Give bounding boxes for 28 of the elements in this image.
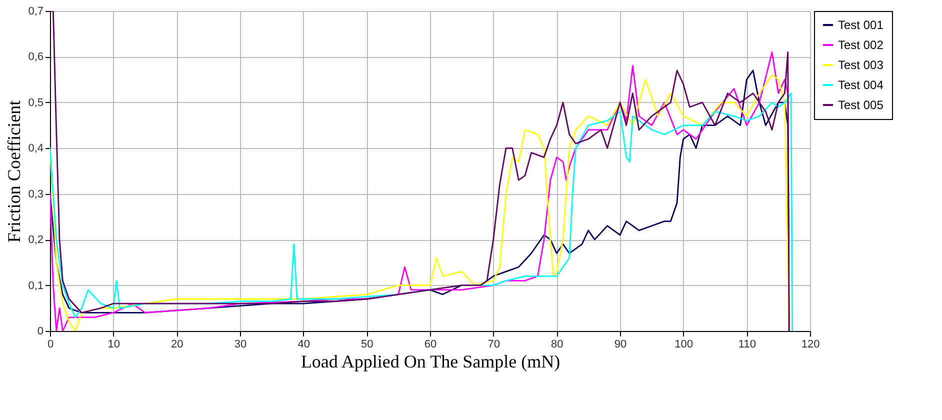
x-tick-label: 30: [234, 338, 247, 350]
y-tick-label: 0,1: [28, 280, 44, 292]
x-tick-label: 120: [801, 338, 820, 350]
y-tick-label: 0,6: [28, 51, 44, 64]
legend-label: Test 002: [838, 38, 884, 52]
y-tick-label: 0,7: [28, 6, 44, 18]
y-axis-title: Friction Coefficient: [4, 100, 24, 243]
y-tick-label: 0,3: [28, 188, 44, 200]
x-tick-label: 10: [108, 338, 120, 350]
x-axis-title: Load Applied On The Sample (mN): [300, 352, 560, 372]
legend-label: Test 001: [838, 18, 884, 32]
legend-label: Test 004: [838, 78, 884, 92]
x-tick-label: 0: [47, 338, 54, 350]
legend-label: Test 005: [838, 98, 884, 112]
x-tick-label: 60: [424, 338, 437, 350]
y-tick-label: 0,5: [28, 96, 44, 109]
y-tick-label: 0,4: [28, 142, 44, 155]
x-tick-label: 40: [298, 338, 310, 350]
y-tick-label: 0: [37, 326, 44, 338]
x-tick-label: 90: [614, 338, 627, 350]
x-tick-label: 100: [674, 338, 694, 350]
x-tick-label: 20: [171, 338, 184, 350]
y-tick-label: 0,2: [28, 234, 44, 246]
legend-label: Test 003: [838, 58, 884, 72]
x-tick-label: 50: [361, 338, 374, 350]
x-tick-label: 70: [488, 338, 500, 350]
x-tick-label: 80: [551, 338, 564, 350]
x-tick-label: 110: [738, 338, 756, 350]
